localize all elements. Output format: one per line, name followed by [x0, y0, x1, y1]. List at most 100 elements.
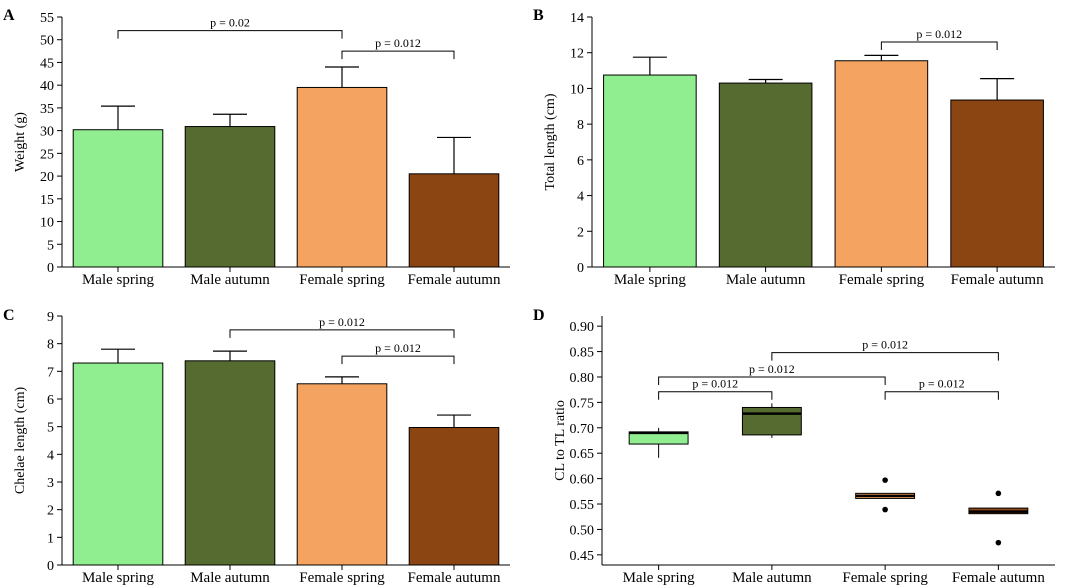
y-tick-label: 40: [40, 79, 54, 94]
box-outlier-point: [995, 539, 1002, 546]
box-2: [741, 406, 802, 436]
x-category-label: Male autumn: [732, 570, 812, 585]
y-tick-label: 10: [570, 82, 584, 97]
y-axis-title: CL to TL ratio: [553, 400, 568, 481]
significance-label: p = 0.012: [749, 362, 795, 376]
significance-label: p = 0.012: [319, 315, 365, 329]
y-tick-label: 0.50: [570, 523, 595, 538]
y-tick-label: 25: [40, 147, 54, 162]
significance-bracket: [884, 391, 999, 400]
significance-label: p = 0.012: [375, 341, 421, 355]
bar-3: [296, 383, 388, 566]
bar-4: [408, 173, 500, 268]
y-tick-label: 12: [570, 47, 584, 62]
significance-bracket: [771, 352, 999, 361]
x-category-label: Female autumn: [951, 272, 1044, 288]
significance-label: p = 0.012: [862, 338, 908, 352]
y-tick-label: 0.75: [570, 396, 595, 411]
y-tick-label: 6: [577, 154, 584, 169]
y-tick-label: 5: [47, 238, 54, 253]
y-tick-label: 0.55: [570, 498, 595, 513]
panel-letter-b: B: [533, 7, 544, 24]
bar-3: [296, 86, 388, 268]
bar-4: [950, 99, 1044, 268]
x-category-label: Female autumn: [408, 570, 501, 585]
y-tick-label: 4: [577, 190, 584, 205]
x-category-label: Female spring: [299, 570, 385, 585]
significance-label: p = 0.012: [375, 36, 421, 50]
y-tick-label: 10: [40, 216, 54, 231]
y-tick-label: 8: [47, 338, 54, 353]
significance-label: p = 0.02: [210, 16, 250, 30]
significance-bracket: [341, 355, 455, 365]
x-category-label: Female spring: [299, 272, 385, 288]
y-tick-label: 3: [47, 476, 54, 491]
y-tick-label: 0.70: [570, 422, 595, 437]
significance-bracket: [117, 30, 343, 39]
x-category-label: Female autumn: [408, 272, 501, 288]
y-tick-label: 9: [47, 310, 54, 325]
y-tick-label: 8: [577, 118, 584, 133]
y-tick-label: 0: [47, 261, 54, 276]
panel-d-cl-tl-ratio: D 0.45 0.50 0.55 0.60 0.65 0.70 0.75 0.80 0.85 0.9…: [533, 307, 1055, 585]
bar-1: [72, 129, 164, 268]
y-tick-label: 0.45: [570, 549, 595, 564]
bar-4: [408, 426, 500, 566]
y-tick-label: 20: [40, 170, 54, 185]
y-tick-label: 0.60: [570, 473, 595, 488]
panel-letter-c: C: [3, 307, 15, 324]
y-tick-label: 0.90: [570, 320, 595, 335]
panel-letter-a: A: [3, 7, 15, 24]
bar-1: [603, 74, 697, 268]
y-tick-label: 0: [47, 559, 54, 574]
x-category-label: Male spring: [614, 272, 687, 288]
x-category-label: Male autumn: [190, 272, 270, 288]
y-tick-label: 0: [577, 261, 584, 276]
significance-bracket: [880, 41, 998, 50]
y-tick-label: 0.85: [570, 346, 595, 361]
x-category-label: Female spring: [842, 570, 928, 585]
y-tick-label: 6: [47, 393, 54, 408]
y-tick-label: 45: [40, 56, 54, 71]
y-tick-label: 0.65: [570, 447, 595, 462]
x-category-label: Male spring: [623, 570, 696, 585]
y-axis-title: Chelae length (cm): [13, 387, 28, 495]
bar-2: [184, 360, 276, 566]
bar-1: [72, 362, 164, 566]
y-tick-label: 4: [47, 448, 54, 463]
y-tick-label: 14: [570, 11, 584, 26]
y-tick-label: 50: [40, 34, 54, 49]
x-category-label: Male autumn: [190, 570, 270, 585]
y-axis-title: Total length (cm): [543, 93, 558, 190]
significance-bracket: [658, 391, 773, 400]
y-tick-label: 1: [47, 531, 54, 546]
y-tick-label: 15: [40, 193, 54, 208]
bar-2: [184, 126, 276, 268]
significance-bracket: [229, 329, 455, 338]
y-tick-label: 0.80: [570, 371, 595, 386]
y-tick-label: 2: [47, 504, 54, 519]
box-outlier-point: [995, 490, 1002, 497]
y-tick-label: 35: [40, 102, 54, 117]
panel-c-chelae-length: C 0 1 2 3 4 5 6 7 8 9 Chelae length (cm) Male spring…: [3, 307, 510, 585]
bar-2: [718, 82, 813, 268]
x-category-label: Female spring: [839, 272, 925, 288]
box-outlier-point: [882, 506, 888, 513]
y-tick-label: 2: [577, 225, 584, 240]
y-tick-label: 55: [40, 11, 54, 26]
y-tick-label: 5: [47, 421, 54, 436]
panel-b-total-length: B 0 2 4 6 8 10 12 14 Total length (cm) Male spring…: [533, 7, 1055, 288]
box-outlier-point: [882, 477, 888, 483]
x-category-label: Female autumn: [952, 570, 1045, 585]
panel-a-weight: A 0 5 10 15 20 25 30 35 40 45 50 55 Weight (g) Male sp…: [3, 7, 510, 288]
y-tick-label: 7: [47, 365, 54, 380]
significance-label: p = 0.012: [692, 377, 738, 391]
significance-label: p = 0.012: [916, 27, 962, 41]
y-axis-title: Weight (g): [13, 112, 28, 172]
significance-bracket: [658, 376, 886, 385]
x-category-label: Male spring: [82, 570, 155, 585]
y-tick-label: 30: [40, 125, 54, 140]
significance-label: p = 0.012: [919, 377, 965, 391]
panel-letter-d: D: [533, 307, 545, 324]
significance-bracket: [341, 50, 455, 60]
